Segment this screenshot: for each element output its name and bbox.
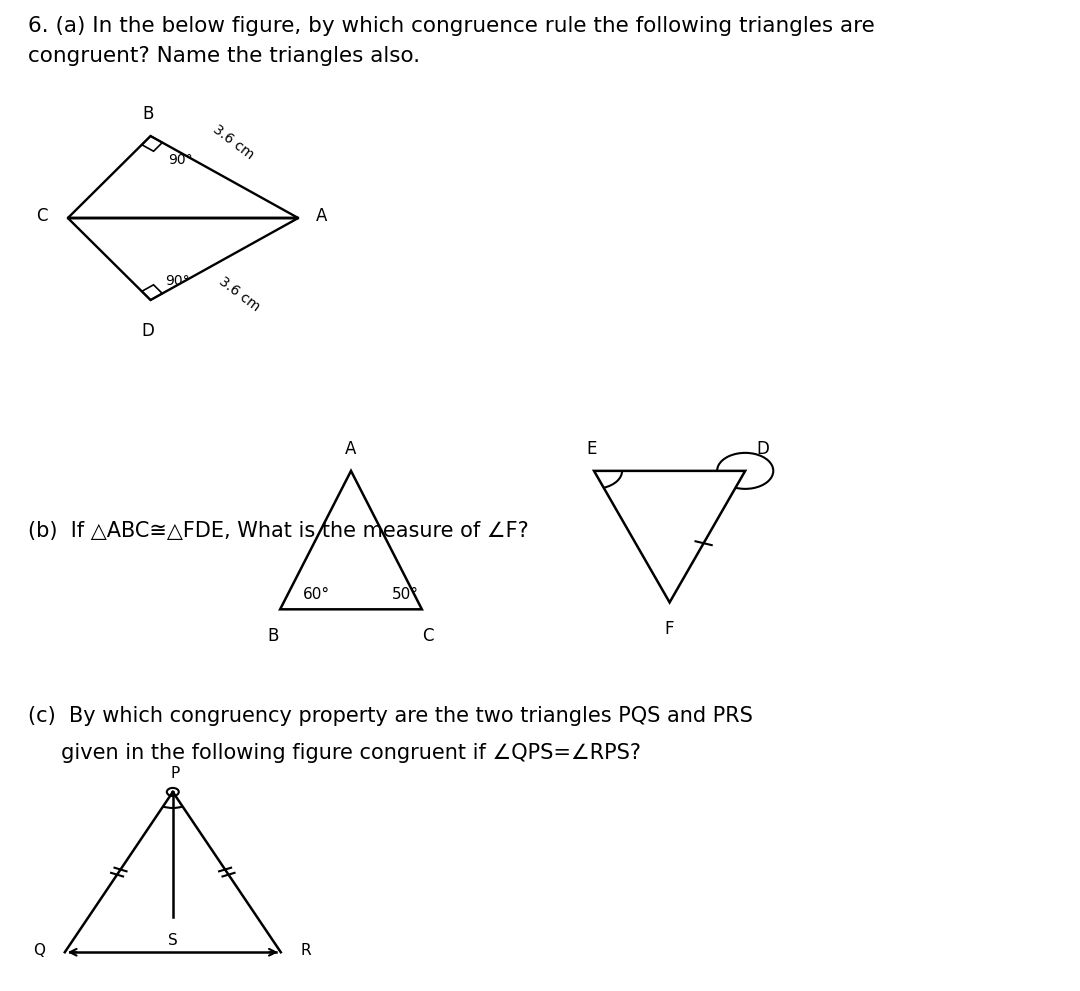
Text: 90°: 90° — [168, 153, 193, 167]
Text: 90°: 90° — [165, 274, 190, 288]
Text: R: R — [300, 943, 311, 958]
Text: C: C — [421, 627, 433, 645]
Text: A: A — [316, 207, 327, 225]
Text: P: P — [171, 766, 180, 781]
Text: C: C — [36, 207, 48, 225]
Text: 3.6 cm: 3.6 cm — [216, 275, 262, 314]
Text: congruent? Name the triangles also.: congruent? Name the triangles also. — [28, 46, 420, 66]
Text: D: D — [141, 322, 154, 340]
Text: 60°: 60° — [302, 588, 329, 603]
Text: 6. (a) In the below figure, by which congruence rule the following triangles are: 6. (a) In the below figure, by which con… — [28, 16, 875, 36]
Text: given in the following figure congruent if ∠QPS=∠RPS?: given in the following figure congruent … — [28, 743, 642, 763]
Text: B: B — [267, 627, 279, 645]
Text: (b)  If △ABC≅△FDE, What is the measure of ∠F?: (b) If △ABC≅△FDE, What is the measure of… — [28, 521, 529, 541]
Text: A: A — [346, 440, 356, 459]
Text: D: D — [756, 440, 769, 459]
Text: Q: Q — [33, 943, 45, 958]
Text: S: S — [167, 933, 178, 948]
Text: 3.6 cm: 3.6 cm — [211, 122, 256, 162]
Text: B: B — [141, 105, 153, 123]
Text: F: F — [665, 620, 674, 638]
Text: E: E — [586, 440, 597, 459]
Text: (c)  By which congruency property are the two triangles PQS and PRS: (c) By which congruency property are the… — [28, 706, 753, 726]
Text: 50°: 50° — [392, 588, 419, 603]
